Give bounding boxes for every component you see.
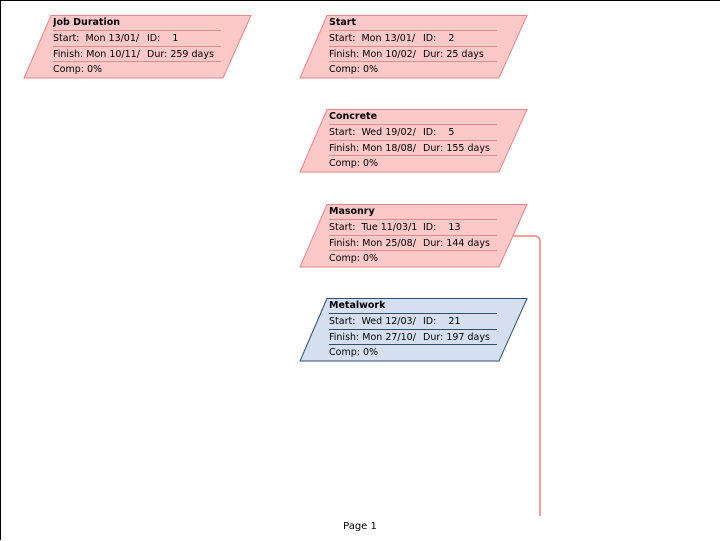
node-outline bbox=[299, 109, 528, 173]
id-label: ID: bbox=[423, 32, 437, 44]
start-label: Start: bbox=[329, 221, 356, 233]
comp-value: 0% bbox=[362, 64, 379, 76]
finish-label: Finish: bbox=[329, 48, 360, 60]
task-id: 21 bbox=[448, 315, 461, 327]
duration: 144 days bbox=[446, 237, 490, 249]
task-id: 1 bbox=[172, 32, 179, 44]
dur-label: Dur: bbox=[423, 331, 444, 343]
node-outline bbox=[299, 204, 528, 268]
finish-row: Finish: Mon 25/08/Dur: 144 days bbox=[329, 234, 497, 252]
start-row: Start: Wed 12/03/ID: 21 bbox=[329, 312, 497, 330]
finish-date: Mon 18/08/ bbox=[362, 142, 416, 154]
start-label: Start: bbox=[329, 315, 356, 327]
finish-date: Mon 27/10/ bbox=[362, 331, 416, 343]
comp-label: Comp: bbox=[329, 253, 360, 265]
task-title: Masonry bbox=[329, 206, 375, 217]
comp-row: Comp: 0% bbox=[329, 61, 497, 78]
id-label: ID: bbox=[423, 315, 437, 327]
dur-label: Dur: bbox=[147, 48, 168, 60]
comp-label: Comp: bbox=[329, 64, 360, 76]
page-number: Page 1 bbox=[343, 521, 377, 532]
node-outline bbox=[23, 15, 252, 79]
dur-label: Dur: bbox=[423, 48, 444, 60]
duration: 25 days bbox=[446, 48, 484, 60]
task-title: Metalwork bbox=[329, 300, 386, 311]
start-label: Start: bbox=[53, 32, 80, 44]
id-label: ID: bbox=[147, 32, 161, 44]
start-date: Wed 19/02/ bbox=[361, 126, 416, 138]
comp-value: 0% bbox=[86, 64, 103, 76]
start-label: Start: bbox=[329, 32, 356, 44]
comp-row: Comp: 0% bbox=[329, 250, 497, 267]
finish-label: Finish: bbox=[53, 48, 84, 60]
task-node-metalwork[interactable]: Metalwork Start: Wed 12/03/ID: 21 Finish… bbox=[299, 298, 529, 362]
task-title: Start bbox=[329, 17, 357, 28]
task-id: 13 bbox=[448, 221, 461, 233]
node-outline bbox=[299, 298, 528, 362]
start-row: Start: Mon 13/01/ID: 2 bbox=[329, 29, 497, 47]
task-node-job-duration[interactable]: Job Duration Start: Mon 13/01/ID: 1 Fini… bbox=[23, 15, 253, 79]
finish-row: Finish: Mon 10/11/Dur: 259 days bbox=[53, 45, 221, 63]
id-label: ID: bbox=[423, 126, 437, 138]
start-row: Start: Wed 19/02/ID: 5 bbox=[329, 123, 497, 141]
start-date: Wed 12/03/ bbox=[361, 315, 416, 327]
start-label: Start: bbox=[329, 126, 356, 138]
comp-label: Comp: bbox=[329, 158, 360, 170]
start-date: Mon 13/01/ bbox=[85, 32, 140, 44]
task-node-masonry[interactable]: Masonry Start: Tue 11/03/1 ID: 13 Finish:… bbox=[299, 204, 529, 268]
duration: 197 days bbox=[446, 331, 490, 343]
duration: 155 days bbox=[446, 142, 490, 154]
comp-value: 0% bbox=[362, 253, 379, 265]
start-date: Mon 13/01/ bbox=[361, 32, 416, 44]
id-label: ID: bbox=[423, 221, 437, 233]
finish-row: Finish: Mon 10/02/Dur: 25 days bbox=[329, 45, 497, 63]
task-node-start[interactable]: Start Start: Mon 13/01/ID: 2 Finish: Mon… bbox=[299, 15, 529, 79]
comp-row: Comp: 0% bbox=[329, 155, 497, 172]
finish-row: Finish: Mon 27/10/Dur: 197 days bbox=[329, 328, 497, 346]
start-row: Start: Tue 11/03/1 ID: 13 bbox=[329, 218, 497, 236]
start-date: Tue 11/03/1 bbox=[361, 221, 418, 233]
finish-date: Mon 10/11/ bbox=[86, 48, 140, 60]
task-title: Job Duration bbox=[53, 17, 121, 28]
comp-value: 0% bbox=[362, 347, 379, 359]
task-id: 5 bbox=[448, 126, 455, 138]
finish-label: Finish: bbox=[329, 331, 360, 343]
comp-label: Comp: bbox=[329, 347, 360, 359]
dur-label: Dur: bbox=[423, 237, 444, 249]
comp-row: Comp: 0% bbox=[53, 61, 221, 78]
finish-date: Mon 10/02/ bbox=[362, 48, 416, 60]
start-row: Start: Mon 13/01/ID: 1 bbox=[53, 29, 221, 47]
finish-label: Finish: bbox=[329, 237, 360, 249]
task-title: Concrete bbox=[329, 111, 378, 122]
task-id: 2 bbox=[448, 32, 455, 44]
comp-label: Comp: bbox=[53, 64, 84, 76]
duration: 259 days bbox=[170, 48, 214, 60]
comp-row: Comp: 0% bbox=[329, 344, 497, 361]
finish-row: Finish: Mon 18/08/Dur: 155 days bbox=[329, 139, 497, 157]
connector-line bbox=[512, 235, 541, 516]
finish-label: Finish: bbox=[329, 142, 360, 154]
finish-date: Mon 25/08/ bbox=[362, 237, 416, 249]
dur-label: Dur: bbox=[423, 142, 444, 154]
task-node-concrete[interactable]: Concrete Start: Wed 19/02/ID: 5 Finish: … bbox=[299, 109, 529, 173]
comp-value: 0% bbox=[362, 158, 379, 170]
node-outline bbox=[299, 15, 528, 79]
